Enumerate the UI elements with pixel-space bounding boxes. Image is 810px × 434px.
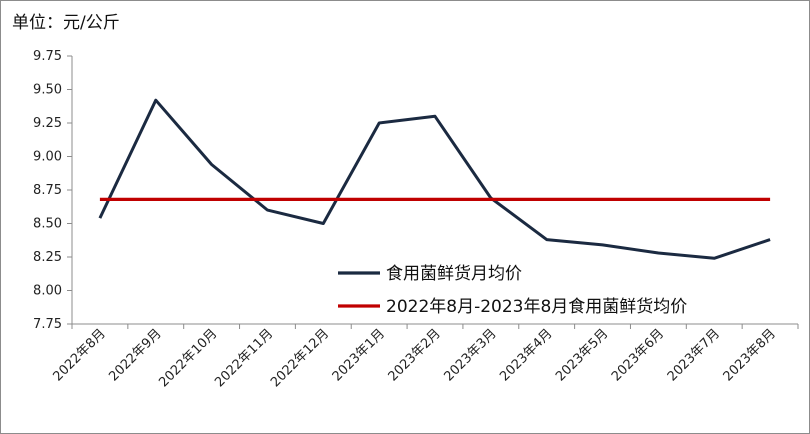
y-tick-label: 9.25 (33, 116, 62, 131)
y-tick-label: 7.75 (33, 317, 62, 332)
x-tick-label: 2023年2月 (386, 326, 444, 384)
axes (67, 55, 799, 329)
x-tick-label: 2023年6月 (609, 326, 667, 384)
legend-label: 食用菌鲜货月均价 (386, 264, 522, 284)
y-tick-label: 9.00 (33, 150, 62, 165)
x-tick-label: 2023年8月 (721, 326, 779, 384)
x-tick-label: 2023年3月 (441, 326, 499, 384)
y-tick-label: 8.50 (33, 217, 62, 232)
x-tick-label: 2023年5月 (553, 326, 611, 384)
x-tick-label: 2023年4月 (497, 326, 555, 384)
x-tick-label: 2022年11月 (212, 326, 276, 390)
x-tick-label: 2023年1月 (330, 326, 388, 384)
y-tick-label: 9.75 (33, 49, 62, 64)
x-tick-label: 2023年7月 (665, 326, 723, 384)
x-tick-label: 2022年9月 (106, 326, 164, 384)
x-tick-label: 2022年8月 (51, 326, 109, 384)
y-tick-label: 8.00 (33, 284, 62, 299)
legend-label: 2022年8月-2023年8月食用菌鲜货均价 (386, 297, 687, 317)
y-tick-labels: 7.75 8.00 8.25 8.50 8.75 9.00 9.25 9.50 9.75 (33, 49, 62, 332)
legend: 食用菌鲜货月均价 2022年8月-2023年8月食用菌鲜货均价 (338, 264, 687, 317)
series-lines (98, 98, 771, 260)
unit-label: 单位：元/公斤 (12, 13, 120, 33)
x-tick-labels: 2022年8月2022年9月2022年10月2022年11月2022年12月20… (51, 326, 779, 390)
y-tick-label: 8.25 (33, 250, 62, 265)
x-tick-label: 2022年12月 (268, 326, 332, 390)
series-line-monthly-avg (98, 98, 771, 260)
x-tick-label: 2022年10月 (156, 326, 220, 390)
y-tick-label: 9.50 (33, 83, 62, 98)
y-tick-label: 8.75 (33, 183, 62, 198)
